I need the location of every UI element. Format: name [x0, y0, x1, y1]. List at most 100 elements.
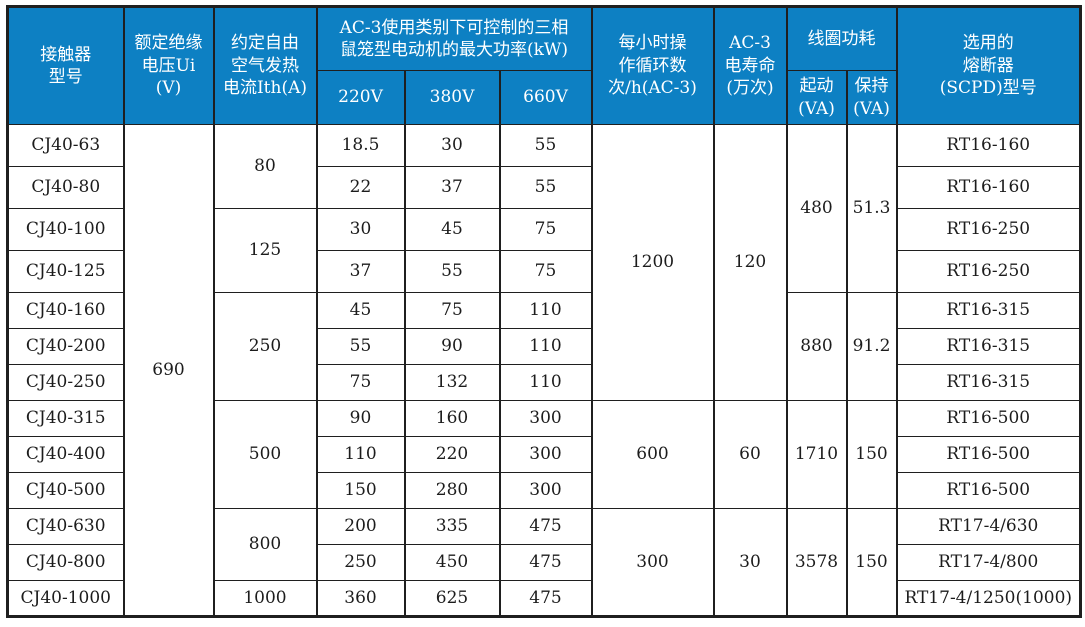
kw380-cell: 37 [403, 166, 501, 209]
fuse-cell: RT16-160 [895, 124, 1082, 167]
fuse-cell: RT17-4/800 [895, 544, 1082, 581]
rated-voltage-cell: 690 [122, 124, 215, 617]
header-max-power-group: AC-3使用类别下可控制的三相 鼠笼型电动机的最大功率(kW) [315, 6, 593, 71]
cycles-cell: 1200 [590, 124, 715, 401]
kw220-cell: 90 [315, 400, 406, 437]
header-220v: 220V [315, 70, 406, 125]
ith-cell: 125 [212, 208, 318, 293]
kw220-cell: 18.5 [315, 124, 406, 167]
kw380-cell: 335 [403, 508, 501, 545]
kw380-cell: 45 [403, 208, 501, 251]
kw380-cell: 75 [403, 292, 501, 329]
model-cell: CJ40-63 [6, 124, 125, 167]
coil-start-cell: 3578 [785, 508, 848, 617]
coil-hold-cell: 51.3 [845, 124, 898, 293]
model-cell: CJ40-630 [6, 508, 125, 545]
kw660-cell: 475 [498, 508, 593, 545]
coil-hold-cell: 91.2 [845, 292, 898, 401]
table-row: CJ40-630 800 200 335 475 300 30 3578 150… [6, 508, 1082, 617]
header-coil-hold: 保持 (VA) [845, 70, 898, 125]
table-row: CJ40-200 55 90 110 RT16-315 [6, 328, 1082, 365]
header-row-1: 接触器 型号 额定绝缘 电压Ui (V) 约定自由 空气发热 电流Ith(A) … [6, 6, 1082, 125]
kw660-cell: 110 [498, 364, 593, 401]
header-660v: 660V [498, 70, 593, 125]
cycles-cell: 300 [590, 508, 715, 617]
header-cycles-per-hour: 每小时操 作循环数 次/h(AC-3) [590, 6, 715, 125]
kw380-cell: 450 [403, 544, 501, 581]
kw660-cell: 110 [498, 328, 593, 365]
kw220-cell: 75 [315, 364, 406, 401]
fuse-cell: RT17-4/1250(1000) [895, 580, 1082, 617]
life-cell: 120 [712, 124, 788, 401]
ith-cell: 800 [212, 508, 318, 581]
kw660-cell: 110 [498, 292, 593, 329]
model-cell: CJ40-200 [6, 328, 125, 365]
model-cell: CJ40-400 [6, 436, 125, 473]
kw660-cell: 55 [498, 166, 593, 209]
kw380-cell: 132 [403, 364, 501, 401]
fuse-cell: RT16-250 [895, 208, 1082, 251]
kw220-cell: 37 [315, 250, 406, 293]
coil-hold-cell: 150 [845, 400, 898, 509]
kw660-cell: 75 [498, 208, 593, 251]
header-fuse: 选用的 熔断器 (SCPD)型号 [895, 6, 1082, 125]
model-cell: CJ40-500 [6, 472, 125, 509]
header-380v: 380V [403, 70, 501, 125]
fuse-cell: RT16-315 [895, 328, 1082, 365]
fuse-cell: RT16-315 [895, 292, 1082, 329]
kw220-cell: 250 [315, 544, 406, 581]
kw220-cell: 360 [315, 580, 406, 617]
fuse-cell: RT16-250 [895, 250, 1082, 293]
ith-cell: 250 [212, 292, 318, 401]
coil-start-cell: 480 [785, 124, 848, 293]
model-cell: CJ40-160 [6, 292, 125, 329]
ith-cell: 1000 [212, 580, 318, 617]
table-row: CJ40-63 690 80 18.5 30 55 1200 120 480 5… [6, 124, 1082, 617]
coil-hold-cell: 150 [845, 508, 898, 617]
kw220-cell: 45 [315, 292, 406, 329]
cycles-cell: 600 [590, 400, 715, 509]
model-cell: CJ40-1000 [6, 580, 125, 617]
kw380-cell: 220 [403, 436, 501, 473]
table-row: CJ40-80 22 37 55 RT16-160 [6, 166, 1082, 209]
kw220-cell: 200 [315, 508, 406, 545]
fuse-cell: RT16-500 [895, 436, 1082, 473]
coil-start-cell: 880 [785, 292, 848, 401]
kw660-cell: 75 [498, 250, 593, 293]
fuse-cell: RT16-500 [895, 472, 1082, 509]
kw660-cell: 55 [498, 124, 593, 167]
kw220-cell: 30 [315, 208, 406, 251]
model-cell: CJ40-800 [6, 544, 125, 581]
coil-start-cell: 1710 [785, 400, 848, 509]
model-cell: CJ40-100 [6, 208, 125, 251]
contactor-spec-table: 接触器 型号 额定绝缘 电压Ui (V) 约定自由 空气发热 电流Ith(A) … [6, 5, 1082, 618]
kw220-cell: 110 [315, 436, 406, 473]
header-row-2: 220V 380V 660V 起动 (VA) 保持 (VA) [8, 70, 1081, 125]
table-row: CJ40-1000 1000 360 625 475 RT17-4/1250(1… [6, 580, 1082, 617]
kw660-cell: 300 [498, 436, 593, 473]
header-coil-power-group: 线圈功耗 [785, 6, 898, 71]
fuse-cell: RT16-160 [895, 166, 1082, 209]
kw380-cell: 55 [403, 250, 501, 293]
table-row: CJ40-125 37 55 75 RT16-250 [6, 250, 1082, 293]
kw380-cell: 90 [403, 328, 501, 365]
model-cell: CJ40-315 [6, 400, 125, 437]
header-heating-current: 约定自由 空气发热 电流Ith(A) [212, 6, 318, 125]
header-coil-start: 起动 (VA) [785, 70, 848, 125]
kw660-cell: 475 [498, 580, 593, 617]
life-cell: 30 [712, 508, 788, 617]
fuse-cell: RT16-315 [895, 364, 1082, 401]
life-cell: 60 [712, 400, 788, 509]
table-row: CJ40-160 250 45 75 110 880 91.2 RT16-315 [6, 292, 1082, 401]
kw380-cell: 160 [403, 400, 501, 437]
header-model: 接触器 型号 [6, 6, 125, 125]
table-row: CJ40-500 150 280 300 RT16-500 [6, 472, 1082, 509]
ith-cell: 80 [212, 124, 318, 209]
model-cell: CJ40-80 [6, 166, 125, 209]
kw380-cell: 625 [403, 580, 501, 617]
kw660-cell: 475 [498, 544, 593, 581]
kw380-cell: 30 [403, 124, 501, 167]
header-rated-voltage: 额定绝缘 电压Ui (V) [122, 6, 215, 125]
model-cell: CJ40-125 [6, 250, 125, 293]
